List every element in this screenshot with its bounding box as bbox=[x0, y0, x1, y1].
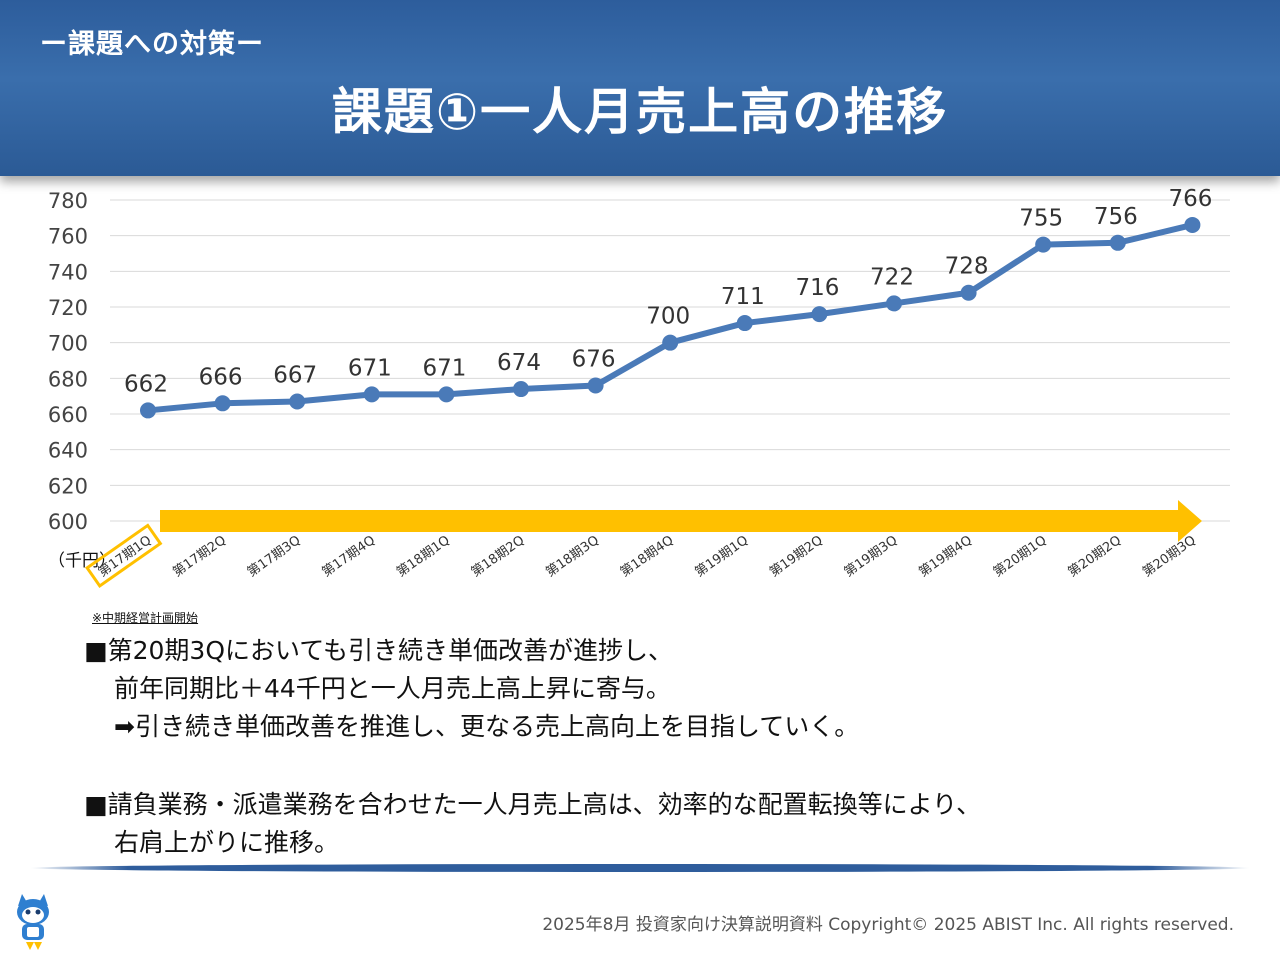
data-point bbox=[214, 395, 231, 412]
cat-mascot-icon bbox=[17, 894, 49, 950]
data-label: 667 bbox=[273, 363, 317, 389]
y-tick-label: 740 bbox=[48, 260, 88, 284]
data-label: 722 bbox=[870, 264, 914, 290]
bullet-1-line-2: 前年同期比＋44千円と一人月売上高上昇に寄与。 bbox=[114, 674, 671, 703]
data-point bbox=[1184, 216, 1201, 233]
section-subtitle: ー課題への対策ー bbox=[40, 29, 264, 60]
x-tick-label: 第20期3Q bbox=[1140, 533, 1199, 580]
x-tick-label: 第19期3Q bbox=[842, 533, 901, 580]
data-point bbox=[886, 295, 902, 312]
y-axis-unit: （千円） bbox=[48, 551, 116, 571]
x-tick-label: 第19期1Q bbox=[692, 533, 751, 580]
x-tick-label: 第18期2Q bbox=[469, 533, 528, 580]
data-label: 671 bbox=[348, 355, 392, 381]
y-tick-label: 640 bbox=[48, 439, 88, 463]
data-label: 662 bbox=[124, 371, 168, 397]
x-tick-label: 第18期1Q bbox=[394, 533, 453, 580]
y-tick-label: 620 bbox=[48, 474, 88, 498]
data-point bbox=[960, 284, 977, 301]
bullet-1-line-3: ➡引き続き単価改善を推進し、更なる売上高向上を目指していく。 bbox=[114, 712, 860, 741]
data-point bbox=[811, 306, 828, 323]
x-tick-label: 第17期3Q bbox=[245, 533, 304, 580]
data-point bbox=[289, 393, 306, 410]
y-tick-label: 720 bbox=[48, 296, 88, 320]
bullet-block-2: ■請負業務・派遣業務を合わせた一人月売上高は、効率的な配置転換等により、 右肩上… bbox=[84, 786, 981, 862]
data-point bbox=[513, 381, 529, 398]
header-banner: ー課題への対策ー 課題①一人月売上高の推移 bbox=[0, 0, 1280, 176]
page-title: 課題①一人月売上高の推移 bbox=[331, 83, 949, 141]
bullet-2-line-1: ■請負業務・派遣業務を合わせた一人月売上高は、効率的な配置転換等により、 bbox=[84, 790, 982, 819]
y-tick-label: 780 bbox=[48, 189, 88, 213]
bullet-1-line-1: ■第20期3Qにおいても引き続き単価改善が進捗し、 bbox=[84, 636, 674, 665]
data-label: 728 bbox=[945, 254, 989, 280]
footer-divider bbox=[30, 864, 1250, 872]
data-label: 676 bbox=[572, 346, 616, 372]
data-label: 756 bbox=[1094, 204, 1138, 230]
x-tick-label: 第17期4Q bbox=[319, 533, 378, 580]
data-point bbox=[438, 386, 455, 403]
x-tick-label: 第20期1Q bbox=[991, 533, 1050, 580]
y-tick-label: 660 bbox=[48, 403, 88, 427]
data-label: 671 bbox=[422, 355, 466, 381]
bullet-2-line-2: 右肩上がりに推移。 bbox=[114, 828, 340, 857]
data-point bbox=[1035, 236, 1052, 253]
data-point bbox=[587, 377, 604, 394]
footer-text: 2025年8月 投資家向け決算説明資料 Copyright© 2025 ABIS… bbox=[542, 915, 1234, 935]
plan-start-note: ※中期経営計画開始 bbox=[92, 611, 199, 625]
y-tick-label: 700 bbox=[48, 332, 88, 356]
data-point bbox=[662, 334, 679, 351]
data-label: 766 bbox=[1168, 186, 1212, 212]
data-point bbox=[736, 315, 753, 332]
y-tick-label: 600 bbox=[48, 510, 88, 534]
data-label: 716 bbox=[795, 275, 839, 301]
data-point bbox=[363, 386, 380, 403]
data-label: 711 bbox=[721, 284, 765, 310]
y-tick-label: 680 bbox=[48, 367, 88, 391]
progress-arrow bbox=[160, 500, 1202, 542]
data-label: 674 bbox=[497, 350, 541, 376]
data-label: 700 bbox=[646, 304, 690, 330]
x-tick-label: 第18期3Q bbox=[543, 533, 602, 580]
data-point bbox=[1109, 234, 1126, 251]
y-tick-label: 760 bbox=[48, 225, 88, 249]
x-tick-label: 第20期2Q bbox=[1065, 533, 1124, 580]
x-tick-label: 第18期4Q bbox=[618, 533, 677, 580]
data-label: 666 bbox=[199, 364, 243, 390]
x-tick-label: 第19期4Q bbox=[916, 533, 975, 580]
data-label: 755 bbox=[1019, 206, 1063, 232]
bullet-block-1: ■第20期3Qにおいても引き続き単価改善が進捗し、 前年同期比＋44千円と一人月… bbox=[84, 632, 859, 746]
x-tick-label: 第17期2Q bbox=[170, 533, 229, 580]
line-chart: 600 620 640 660 680 700 720 740 760 780 （千円） 662 666… bbox=[48, 186, 1230, 589]
data-point bbox=[140, 402, 156, 419]
highlight-box bbox=[85, 523, 163, 589]
x-tick-label: 第19期2Q bbox=[767, 533, 826, 580]
